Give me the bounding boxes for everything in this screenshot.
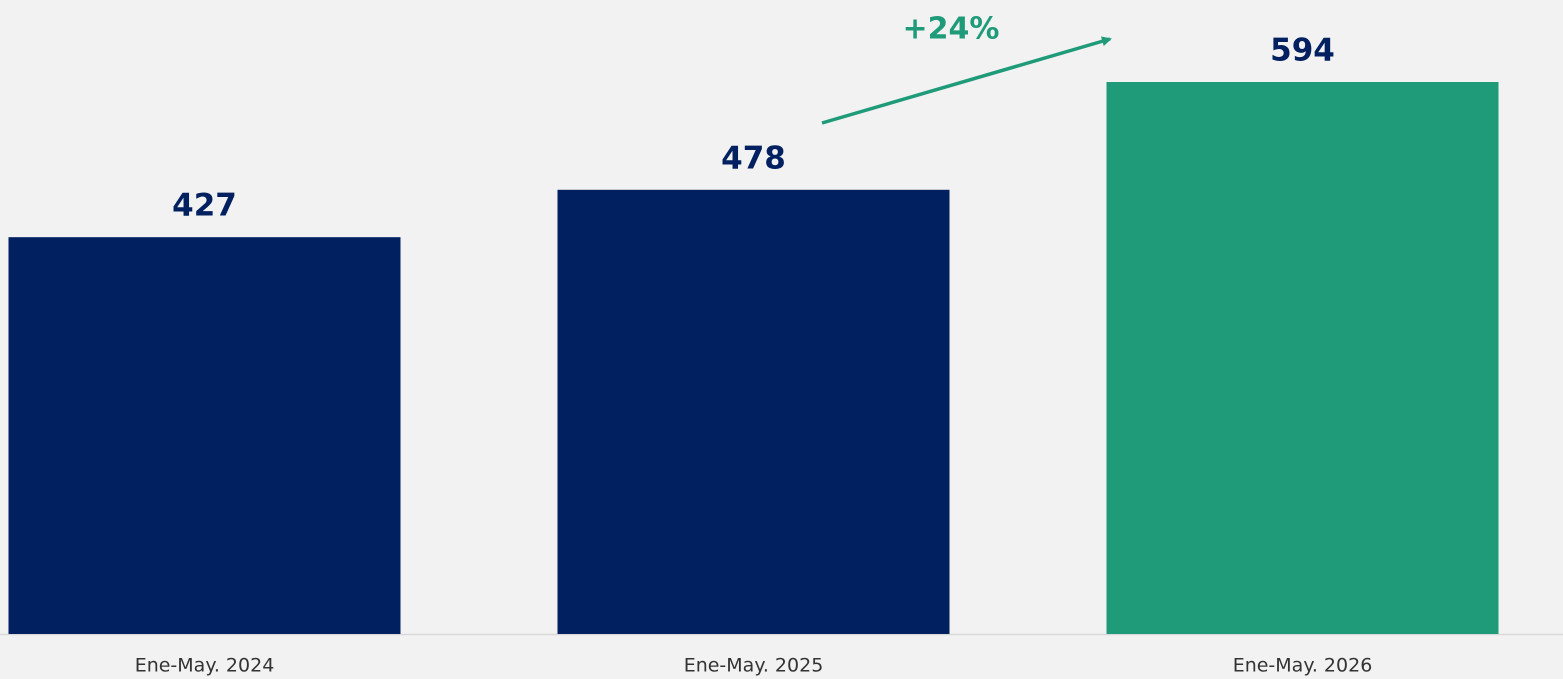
bar [1106,82,1499,634]
value-label: 594 [1270,33,1335,69]
x-tick-label: Ene-May. 2024 [135,655,275,677]
value-label: 478 [721,140,786,176]
x-tick-label: Ene-May. 2026 [1233,655,1373,677]
growth-annotation: +24% [903,12,1000,47]
value-label: 427 [172,188,237,224]
x-tick-label: Ene-May. 2025 [684,655,824,677]
bar [557,189,950,634]
bar [8,237,401,634]
growth-arrow [821,36,1112,125]
